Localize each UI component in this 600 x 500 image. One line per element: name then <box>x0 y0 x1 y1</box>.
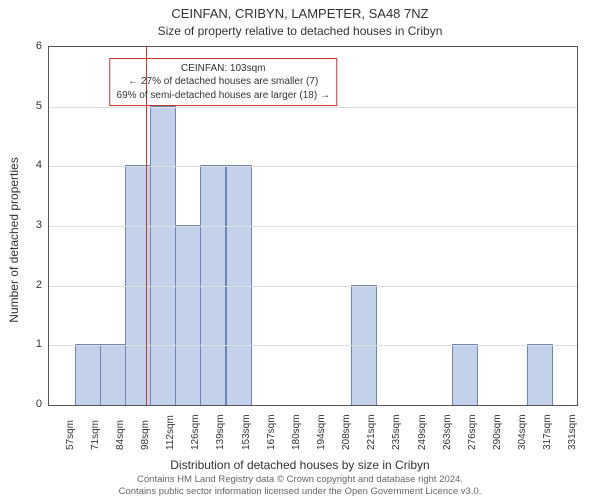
x-tick-label: 180sqm <box>291 414 302 450</box>
y-tick-label: 1 <box>22 338 42 350</box>
gridline <box>49 226 577 227</box>
gridline <box>49 345 577 346</box>
annotation-line: ← 27% of detached houses are smaller (7) <box>117 75 330 89</box>
footer-line-2: Contains public sector information licen… <box>0 486 600 498</box>
x-tick-label: 331sqm <box>567 414 578 450</box>
x-tick-label: 263sqm <box>442 414 453 450</box>
bar <box>150 106 176 405</box>
property-size-chart: CEINFAN, CRIBYN, LAMPETER, SA48 7NZ Size… <box>0 0 600 500</box>
annotation-line: CEINFAN: 103sqm <box>117 62 330 76</box>
bar <box>75 344 101 405</box>
x-tick-label: 112sqm <box>165 415 176 450</box>
y-tick-label: 2 <box>22 279 42 291</box>
bar <box>452 344 478 405</box>
x-tick-label: 249sqm <box>417 414 428 450</box>
x-tick-label: 276sqm <box>467 414 478 450</box>
gridline <box>49 286 577 287</box>
y-tick-label: 4 <box>22 159 42 171</box>
annotation-box: CEINFAN: 103sqm← 27% of detached houses … <box>110 58 337 107</box>
gridline <box>49 107 577 108</box>
y-tick-label: 5 <box>22 100 42 112</box>
x-tick-label: 126sqm <box>190 414 201 450</box>
chart-subtitle: Size of property relative to detached ho… <box>0 24 600 38</box>
x-tick-label: 304sqm <box>517 414 528 450</box>
x-axis-label: Distribution of detached houses by size … <box>0 458 600 472</box>
chart-footer: Contains HM Land Registry data © Crown c… <box>0 474 600 498</box>
x-tick-label: 84sqm <box>115 420 126 450</box>
x-tick-label: 290sqm <box>492 414 503 450</box>
annotation-line: 69% of semi-detached houses are larger (… <box>117 89 330 103</box>
x-tick-label: 57sqm <box>65 420 76 450</box>
bar <box>527 344 553 405</box>
y-tick-label: 6 <box>22 40 42 52</box>
x-tick-label: 194sqm <box>316 414 327 450</box>
footer-line-1: Contains HM Land Registry data © Crown c… <box>0 474 600 486</box>
bar <box>175 225 201 405</box>
chart-title: CEINFAN, CRIBYN, LAMPETER, SA48 7NZ <box>0 6 600 21</box>
y-axis-label: Number of detached properties <box>7 157 21 322</box>
plot-area: CEINFAN: 103sqm← 27% of detached houses … <box>48 46 578 406</box>
y-tick-label: 0 <box>22 398 42 410</box>
x-tick-label: 235sqm <box>391 414 402 450</box>
x-tick-label: 317sqm <box>542 414 553 450</box>
x-tick-label: 221sqm <box>366 414 377 450</box>
x-tick-label: 153sqm <box>241 414 252 450</box>
bar <box>100 344 126 405</box>
gridline <box>49 166 577 167</box>
x-tick-label: 208sqm <box>341 414 352 450</box>
x-tick-label: 71sqm <box>90 420 101 450</box>
x-tick-label: 98sqm <box>140 420 151 450</box>
y-tick-label: 3 <box>22 219 42 231</box>
x-tick-label: 139sqm <box>215 414 226 450</box>
x-tick-label: 167sqm <box>266 414 277 450</box>
